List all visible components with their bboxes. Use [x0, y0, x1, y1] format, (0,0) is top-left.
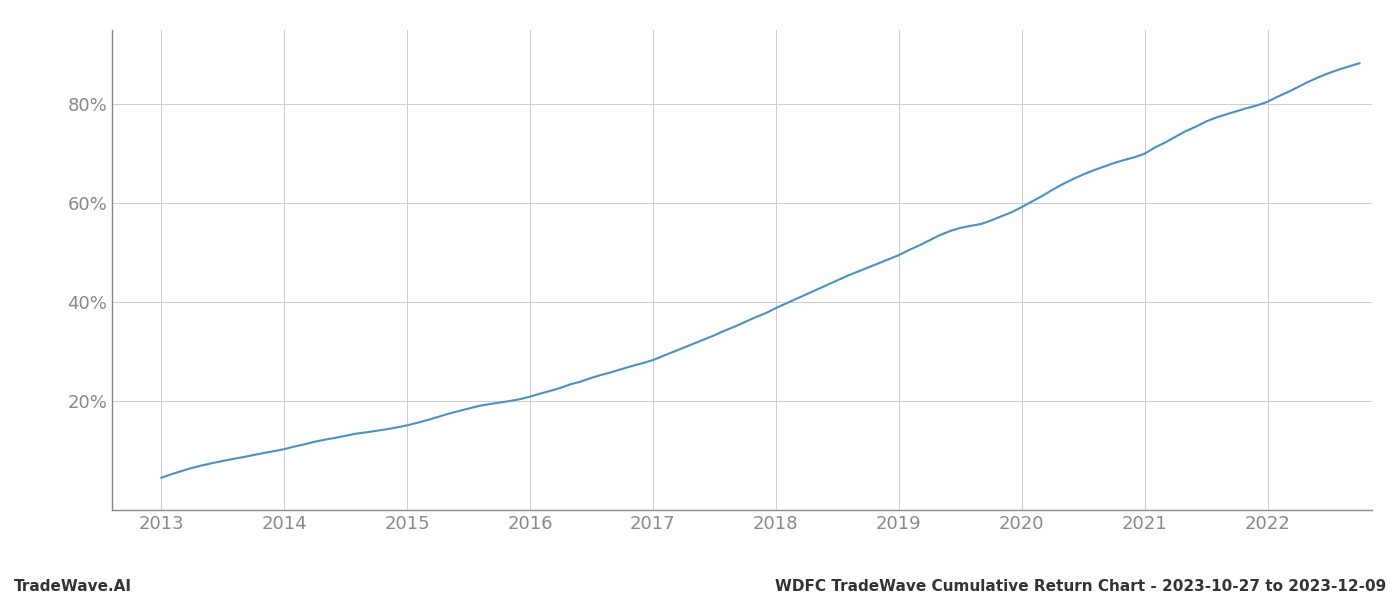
- Text: TradeWave.AI: TradeWave.AI: [14, 579, 132, 594]
- Text: WDFC TradeWave Cumulative Return Chart - 2023-10-27 to 2023-12-09: WDFC TradeWave Cumulative Return Chart -…: [774, 579, 1386, 594]
